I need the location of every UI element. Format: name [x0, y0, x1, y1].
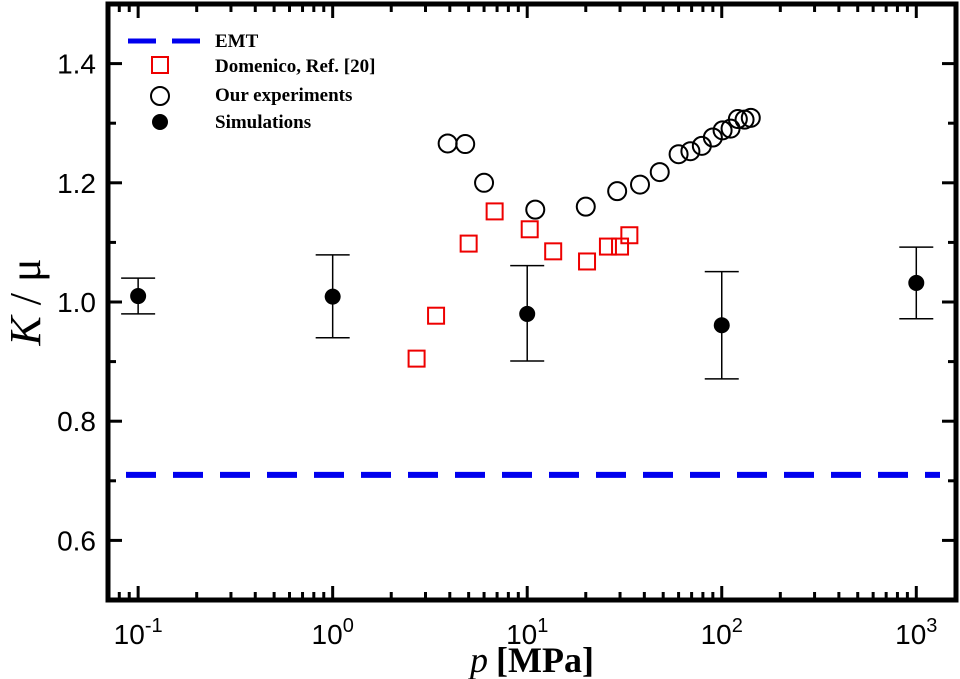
x-tick-labels: 10-1 100 101 102 103 — [114, 615, 938, 650]
experiment-point — [607, 181, 628, 202]
y-tick-label: 0.6 — [57, 525, 96, 556]
experiment-point — [437, 133, 458, 154]
simulation-point — [713, 317, 730, 334]
domenico-point — [459, 234, 478, 253]
simulation-point — [324, 288, 341, 305]
y-axis-greek: μ — [1, 258, 50, 282]
domenico-series — [407, 202, 639, 368]
y-axis-var: K — [1, 314, 50, 347]
x-tick-base: 10 — [701, 619, 732, 650]
simulation-point — [519, 305, 536, 322]
legend-domenico-marker — [151, 56, 169, 74]
experiment-point — [668, 144, 689, 165]
simulations-series — [121, 246, 934, 380]
x-tick-label: 103 — [895, 615, 937, 650]
experiment-point — [525, 199, 546, 220]
experiment-point — [649, 162, 670, 183]
y-tick-labels: 0.6 0.8 1.0 1.2 1.4 — [57, 49, 96, 557]
x-tick-base: 10 — [114, 619, 145, 650]
x-axis-title: p [MPa] — [467, 640, 594, 679]
simulation-point — [908, 274, 925, 291]
y-tick-label: 0.8 — [57, 406, 96, 437]
x-tick-exponent: -1 — [145, 615, 163, 637]
x-tick-label: 10-1 — [114, 615, 163, 650]
experiment-point — [712, 120, 733, 141]
x-tick-exponent: 1 — [537, 615, 548, 637]
y-tick-label: 1.4 — [57, 49, 96, 80]
x-tick-exponent: 2 — [732, 615, 743, 637]
plot-frame — [105, 1, 959, 603]
experiment-point — [630, 174, 651, 195]
x-tick-label: 102 — [701, 615, 743, 650]
legend-experiments-label: Our experiments — [215, 85, 352, 106]
experiments-series — [437, 107, 761, 220]
domenico-point — [520, 220, 539, 239]
legend: EMT Domenico, Ref. [20] Our experiments … — [128, 31, 375, 133]
simulation-point — [130, 288, 147, 305]
x-tick-base: 10 — [312, 619, 343, 650]
x-axis-unit: [MPa] — [496, 640, 594, 679]
y-axis-sep: / — [1, 282, 50, 316]
legend-domenico-label: Domenico, Ref. [20] — [215, 56, 375, 77]
experiment-point — [474, 172, 495, 193]
experiment-point — [680, 141, 701, 162]
x-tick-base: 10 — [895, 619, 926, 650]
legend-emt-label: EMT — [215, 31, 259, 52]
legend-simulations-marker — [152, 114, 168, 130]
domenico-point — [598, 237, 617, 256]
domenico-point — [578, 252, 597, 271]
experiment-point — [575, 196, 596, 217]
experiment-point — [727, 109, 748, 130]
x-tick-label: 101 — [506, 615, 548, 650]
x-tick-exponent: 3 — [926, 615, 937, 637]
y-axis-title: K / μ — [1, 258, 50, 346]
domenico-point — [485, 202, 504, 221]
domenico-point — [407, 349, 426, 368]
x-tick-base: 10 — [506, 619, 537, 650]
experiment-point — [740, 107, 761, 128]
legend-experiments-marker — [150, 86, 170, 106]
domenico-point — [611, 237, 630, 256]
y-tick-label: 1.0 — [57, 287, 96, 318]
x-tick-label: 100 — [312, 615, 354, 650]
x-tick-exponent: 0 — [343, 615, 354, 637]
y-tick-label: 1.2 — [57, 168, 96, 199]
domenico-point — [427, 306, 446, 325]
experiment-point — [455, 134, 476, 155]
domenico-point — [544, 242, 563, 261]
x-axis-var: p — [467, 640, 488, 679]
domenico-point — [620, 226, 639, 245]
legend-simulations-label: Simulations — [215, 112, 311, 133]
